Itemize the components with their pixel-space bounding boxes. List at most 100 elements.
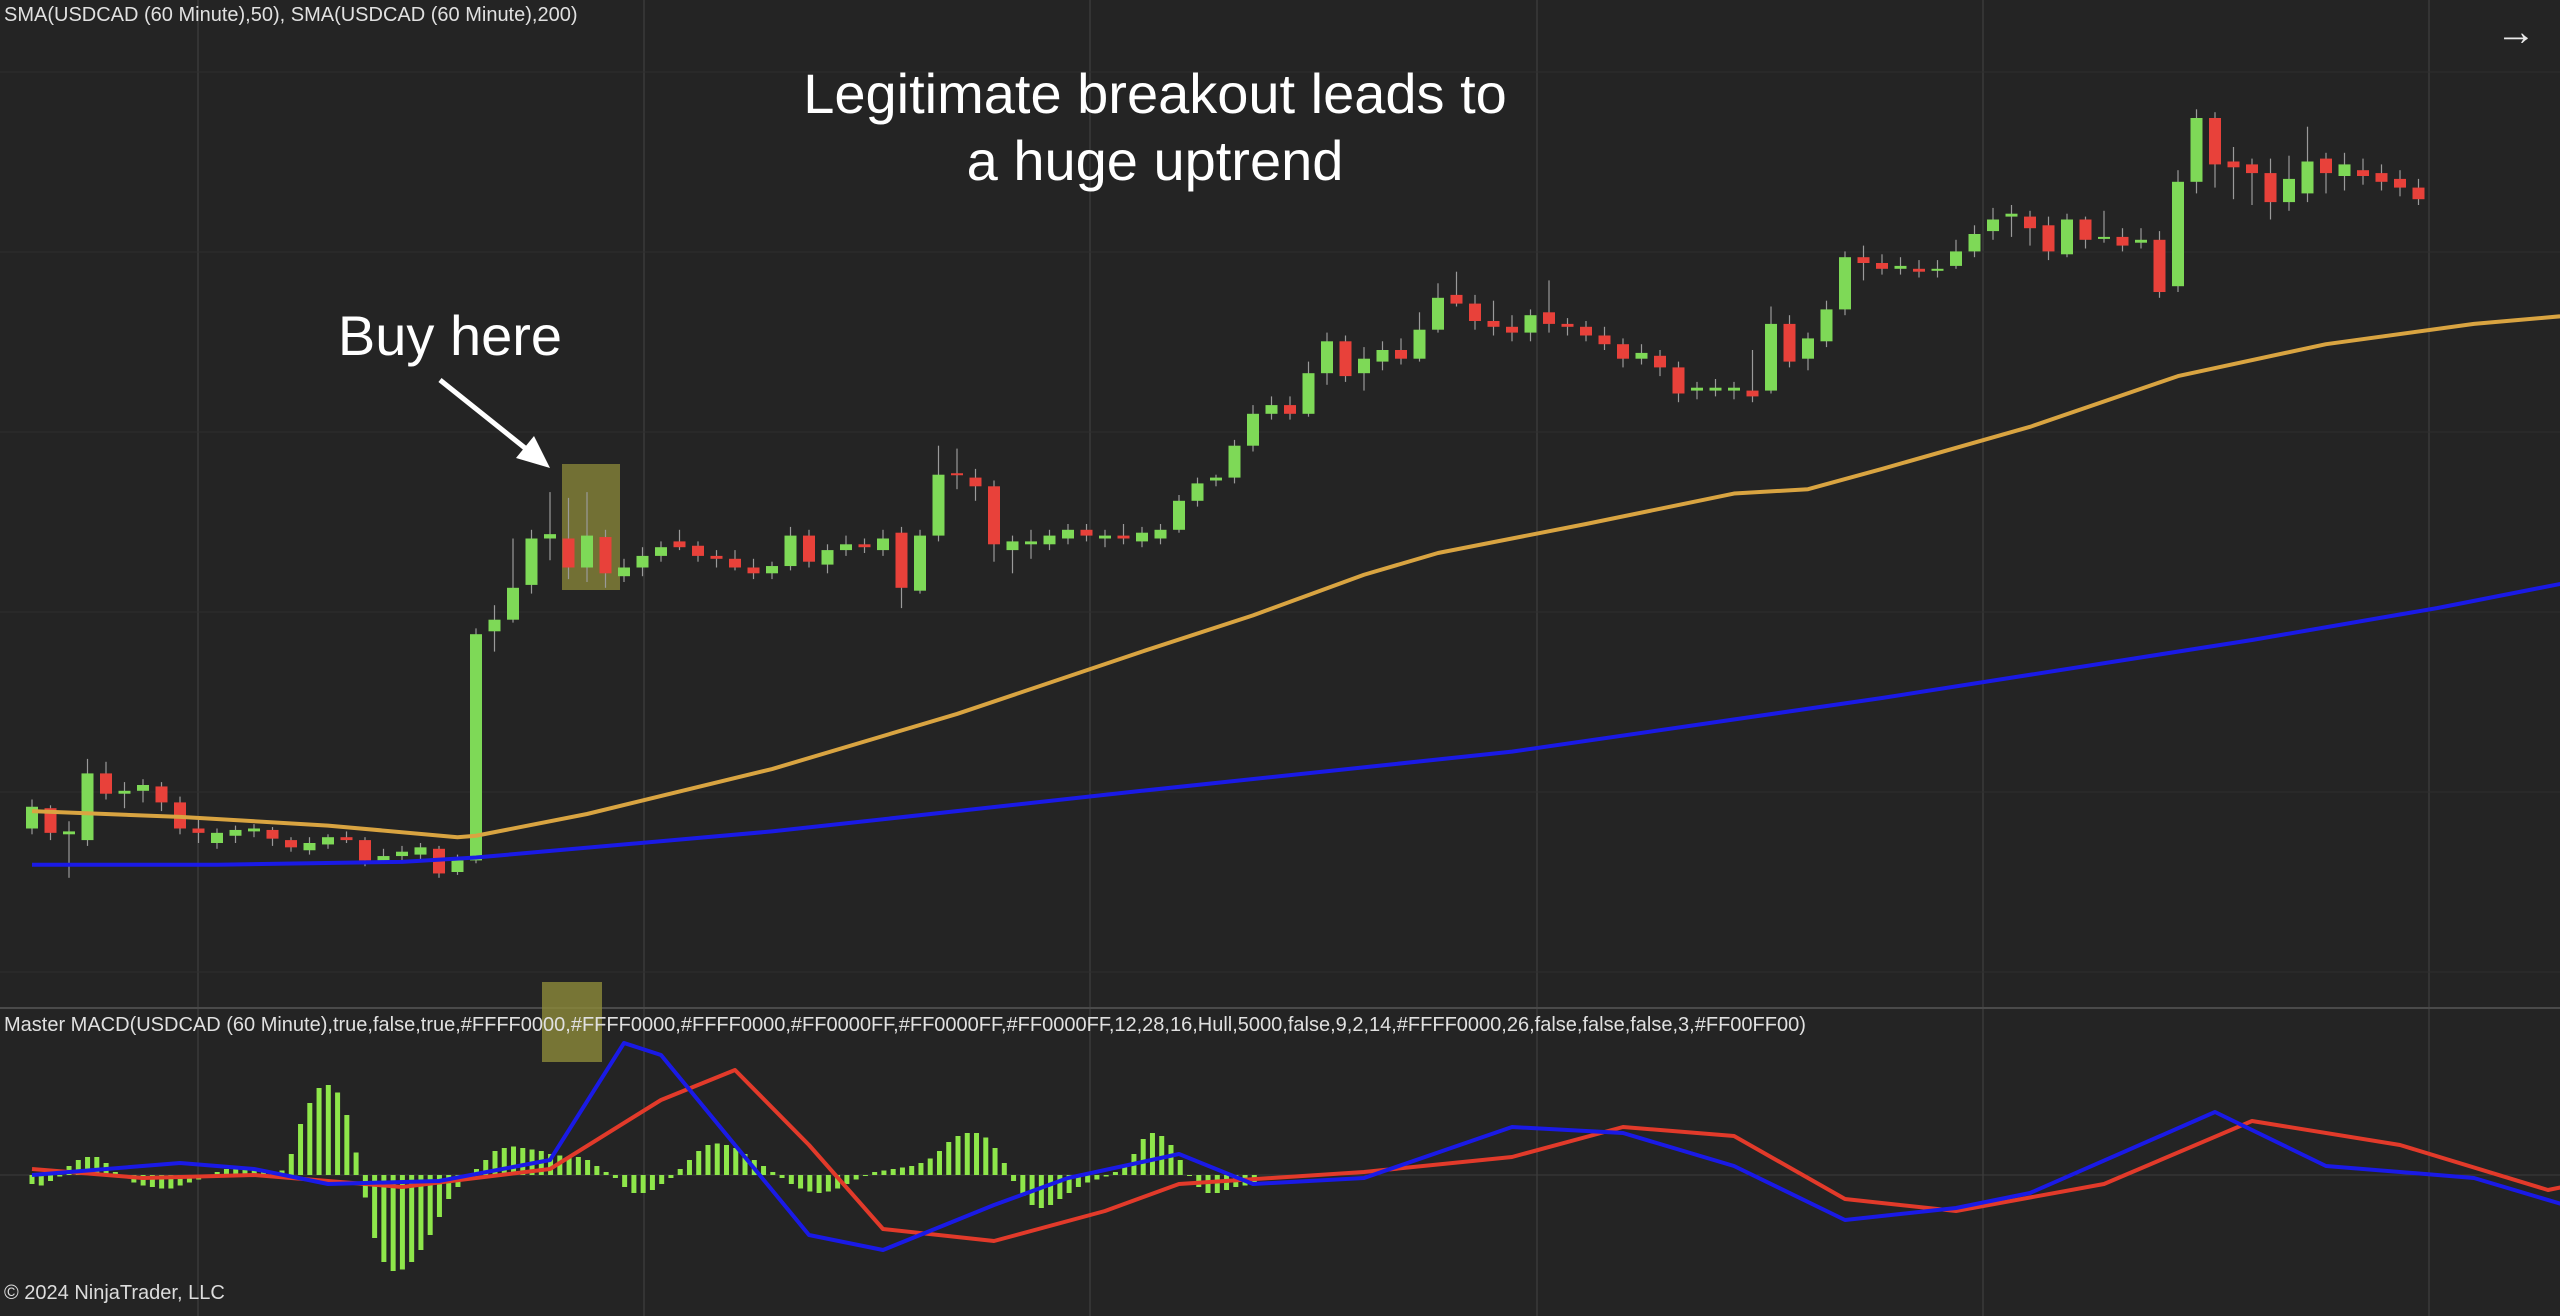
macd-histogram-bar: [186, 1175, 192, 1183]
candle-92: [1728, 381, 1740, 400]
candle-85: [1598, 326, 1611, 350]
candle-62: [1173, 495, 1185, 533]
macd-histogram-bar: [816, 1175, 822, 1193]
macd-histogram-bar: [872, 1172, 878, 1175]
candle-body: [1839, 257, 1851, 310]
candle-118: [2209, 112, 2221, 188]
annotations: [438, 378, 550, 468]
candle-body: [1191, 483, 1204, 501]
candle-29: [562, 497, 575, 580]
macd-histogram-bar: [140, 1175, 146, 1186]
candle-76: [1432, 283, 1444, 333]
macd-histogram-bar: [1038, 1175, 1044, 1208]
candle-42: [803, 529, 815, 568]
candle-body: [1469, 303, 1481, 321]
macd-histogram-bar: [724, 1145, 729, 1175]
candle-58: [1099, 529, 1111, 548]
macd-line: [31, 1041, 2560, 1252]
macd-histogram-bar: [85, 1157, 91, 1175]
candle-body: [1913, 268, 1925, 272]
macd-histogram-bar: [316, 1088, 322, 1175]
arrow-right-icon[interactable]: →: [2496, 10, 2536, 54]
macd-histogram-bar: [1187, 1175, 1192, 1176]
candle-body: [1691, 387, 1703, 391]
macd-histogram-bar: [1094, 1175, 1100, 1180]
candle-body: [1635, 352, 1648, 359]
candle-body: [2190, 118, 2203, 182]
macd-histogram-bar: [807, 1175, 813, 1192]
macd-histogram-bar: [779, 1175, 785, 1178]
candle-body: [507, 587, 519, 620]
candle-93: [1746, 350, 1759, 403]
candle-body: [1802, 338, 1814, 359]
candle-body: [969, 477, 982, 487]
macd-histogram-bar: [853, 1175, 859, 1180]
candle-124: [2320, 152, 2332, 194]
candle-43: [821, 544, 834, 574]
macd-histogram-bar: [1001, 1163, 1007, 1175]
macd-histogram-bar: [992, 1148, 998, 1175]
candle-body: [1228, 445, 1241, 478]
candle-27: [525, 529, 538, 594]
macd-histogram-bar: [909, 1166, 915, 1175]
macd-histogram-bar: [936, 1151, 942, 1175]
candle-body: [729, 558, 741, 568]
macd-histogram-bar: [733, 1148, 739, 1175]
candle-body: [988, 486, 1000, 545]
candle-109: [2042, 216, 2055, 261]
candle-body: [100, 773, 112, 794]
macd-histogram-bar: [436, 1175, 442, 1217]
macd-histogram-bar: [631, 1175, 637, 1193]
candle-13: [266, 827, 279, 846]
candle-body: [2024, 216, 2036, 229]
candle-body: [2209, 118, 2221, 165]
candle-body: [1617, 344, 1629, 359]
candle-body: [2283, 178, 2295, 203]
price-panel[interactable]: [26, 109, 2560, 878]
macd-histogram-bar: [344, 1115, 350, 1175]
candle-65: [1228, 439, 1241, 484]
candle-51: [969, 468, 982, 501]
candle-28: [544, 492, 556, 561]
macd-histogram-bar: [640, 1175, 646, 1193]
candle-body: [229, 829, 242, 836]
candle-115: [2153, 231, 2166, 298]
candle-117: [2190, 109, 2203, 194]
candle-body: [1487, 321, 1500, 327]
candle-body: [1432, 297, 1444, 330]
macd-histogram-bar: [770, 1172, 776, 1175]
macd-histogram-bar: [575, 1157, 581, 1175]
candle-53: [1006, 535, 1019, 574]
candle-12: [248, 824, 260, 838]
candle-body: [618, 567, 630, 577]
macd-panel[interactable]: [29, 982, 2560, 1271]
candle-67: [1265, 396, 1278, 420]
candle-body: [525, 538, 538, 585]
candle-body: [1820, 309, 1833, 342]
annotation-buy: Buy here: [337, 304, 563, 367]
candle-113: [2116, 228, 2129, 252]
macd-histogram-bar: [548, 1154, 554, 1175]
macd-histogram-bar: [501, 1148, 507, 1175]
candle-56: [1062, 524, 1074, 545]
macd-histogram-bar: [298, 1124, 304, 1175]
candle-6: [137, 779, 149, 803]
candle-121: [2264, 158, 2277, 220]
candle-129: [2412, 178, 2425, 205]
candle-body: [1857, 257, 1870, 263]
macd-histogram-bar: [233, 1167, 239, 1175]
candle-127: [2375, 164, 2388, 191]
candle-body: [766, 566, 778, 574]
macd-histogram-bar: [622, 1175, 628, 1187]
candle-body: [2079, 219, 2092, 240]
candle-body: [2375, 173, 2388, 182]
macd-histogram-bar: [94, 1157, 100, 1175]
annotation-main: Legitimate breakout leads to a huge uptr…: [740, 60, 1570, 194]
candle-73: [1376, 341, 1389, 371]
macd-histogram-bar: [1048, 1175, 1054, 1205]
candle-body: [1450, 294, 1463, 304]
candle-body: [1561, 323, 1574, 327]
macd-histogram-bar: [307, 1103, 313, 1175]
macd-histogram-bar: [520, 1148, 526, 1175]
